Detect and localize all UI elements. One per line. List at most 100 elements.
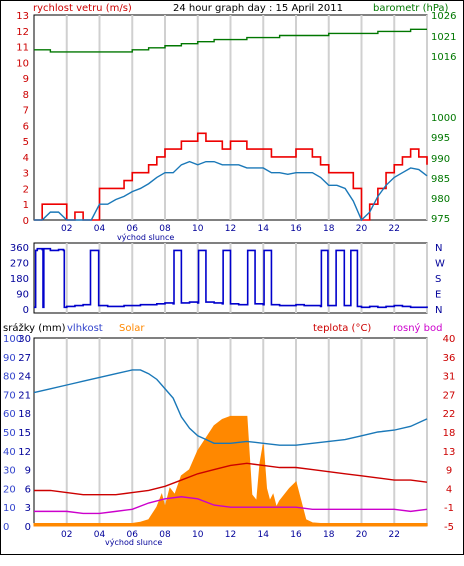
x-tick-label: 14 [258,530,270,540]
x-tick-label: 12 [225,224,236,234]
temperature-line [34,462,428,496]
pressure-tick-label: 980 [431,194,450,205]
temperature-tick-label: 18 [443,428,456,439]
x-tick-label: 20 [356,224,368,234]
dewpoint-line [34,496,428,515]
wind-gust-line [34,132,428,221]
temperature-tick-label: 36 [443,353,456,364]
x-tick-label: 22 [389,224,400,234]
wind-average-line [34,160,428,222]
chart-title: 24 hour graph day : 15 April 2011 [173,3,343,14]
dewpoint-axis-label: rosný bod [393,322,442,334]
humidity-tick-label: 100 [3,334,22,345]
compass-tick-label: N [435,243,442,254]
x-tick-label: 16 [290,530,302,540]
pressure-axis-label: barometr (hPa) [373,3,449,14]
x-tick-label: 08 [159,530,171,540]
x-tick-label: 08 [159,224,171,234]
x-tick-label: 04 [94,530,106,540]
rain-tick-label: 18 [18,409,31,420]
rain-tick-label: 9 [25,466,31,477]
sunrise-label-top: východ slunce [117,233,174,242]
compass-tick-label: N [435,305,442,316]
wind-tick-label: 8 [23,90,29,101]
wind-tick-label: 9 [23,74,29,85]
direction-tick-label: 90 [16,290,29,301]
solar-axis-label: Solar [119,323,145,334]
pressure-tick-label: 975 [431,214,450,225]
temperature-tick-label: 9 [446,466,452,477]
x-tick-label: 10 [192,530,204,540]
wind-tick-label: 10 [16,58,29,69]
direction-tick-label: 0 [23,305,29,316]
direction-tick-label: 180 [10,274,29,285]
x-tick-label: 04 [94,224,106,234]
x-tick-label: 02 [61,530,72,540]
rain-tick-label: 27 [18,353,31,364]
humidity-line [33,369,428,446]
wind-tick-label: 11 [16,43,29,54]
humidity-tick-label: 30 [3,466,16,477]
temperature-tick-label: -5 [444,522,454,533]
direction-tick-label: 270 [10,259,29,270]
temperature-axis-label: teplota (°C) [313,323,371,334]
humidity-tick-label: 50 [3,428,16,439]
temperature-tick-label: 4 [446,484,452,495]
temperature-tick-label: 13 [443,447,456,458]
rain-tick-label: 6 [25,484,31,495]
x-tick-label: 02 [61,224,72,234]
x-tick-label: 10 [192,224,204,234]
compass-tick-label: S [435,274,441,285]
humidity-temp-panel: 0102030405060708090100036912151821242730… [3,334,455,540]
humidity-tick-label: 10 [3,503,16,514]
compass-tick-label: W [435,259,445,270]
wind-tick-label: 7 [23,106,29,117]
rain-tick-label: 21 [18,390,31,401]
humidity-tick-label: 40 [3,447,16,458]
temperature-tick-label: 22 [443,409,456,420]
humidity-axis-label: vlhkost [67,323,103,334]
wind-tick-label: 12 [16,27,29,38]
rain-tick-label: 3 [25,503,31,514]
x-tick-label: 06 [127,224,139,234]
humidity-tick-label: 90 [3,353,16,364]
rain-axis-label: srážky (mm) [3,322,66,334]
rain-tick-label: 0 [25,522,31,533]
x-tick-label: 06 [127,530,139,540]
pressure-tick-label: 1026 [431,11,456,22]
x-tick-label: 14 [258,224,270,234]
rain-tick-label: 30 [18,334,31,345]
weather-graph: rychlost vetru (m/s) 24 hour graph day :… [3,3,456,547]
rain-tick-label: 12 [18,447,31,458]
rain-tick-label: 15 [18,428,31,439]
pressure-line [34,28,427,53]
compass-tick-label: E [435,290,441,301]
humidity-tick-label: 70 [3,390,16,401]
x-tick-label: 18 [323,530,335,540]
x-tick-label: 20 [356,530,368,540]
x-tick-label: 22 [389,530,400,540]
humidity-tick-label: 20 [3,484,16,495]
wind-tick-label: 4 [23,153,29,164]
wind-tick-label: 6 [23,121,29,132]
x-tick-label: 18 [323,224,335,234]
pressure-tick-label: 995 [431,133,450,144]
sunrise-label-bottom: východ slunce [105,538,162,547]
humidity-tick-label: 80 [3,372,16,383]
temperature-tick-label: 31 [443,372,456,383]
rain-tick-label: 24 [18,372,31,383]
humidity-tick-label: 60 [3,409,16,420]
wind-tick-label: 0 [23,216,29,227]
pressure-tick-label: 985 [431,174,450,185]
humidity-tick-label: 0 [3,522,9,533]
wind-tick-label: 3 [23,169,29,180]
x-tick-label: 12 [225,530,236,540]
pressure-tick-label: 1000 [431,113,456,124]
wind-tick-label: 1 [23,200,29,211]
wind-tick-label: 13 [16,11,29,22]
wind-axis-label: rychlost vetru (m/s) [33,3,132,14]
solar-area [33,415,428,527]
pressure-tick-label: 1016 [431,52,456,63]
